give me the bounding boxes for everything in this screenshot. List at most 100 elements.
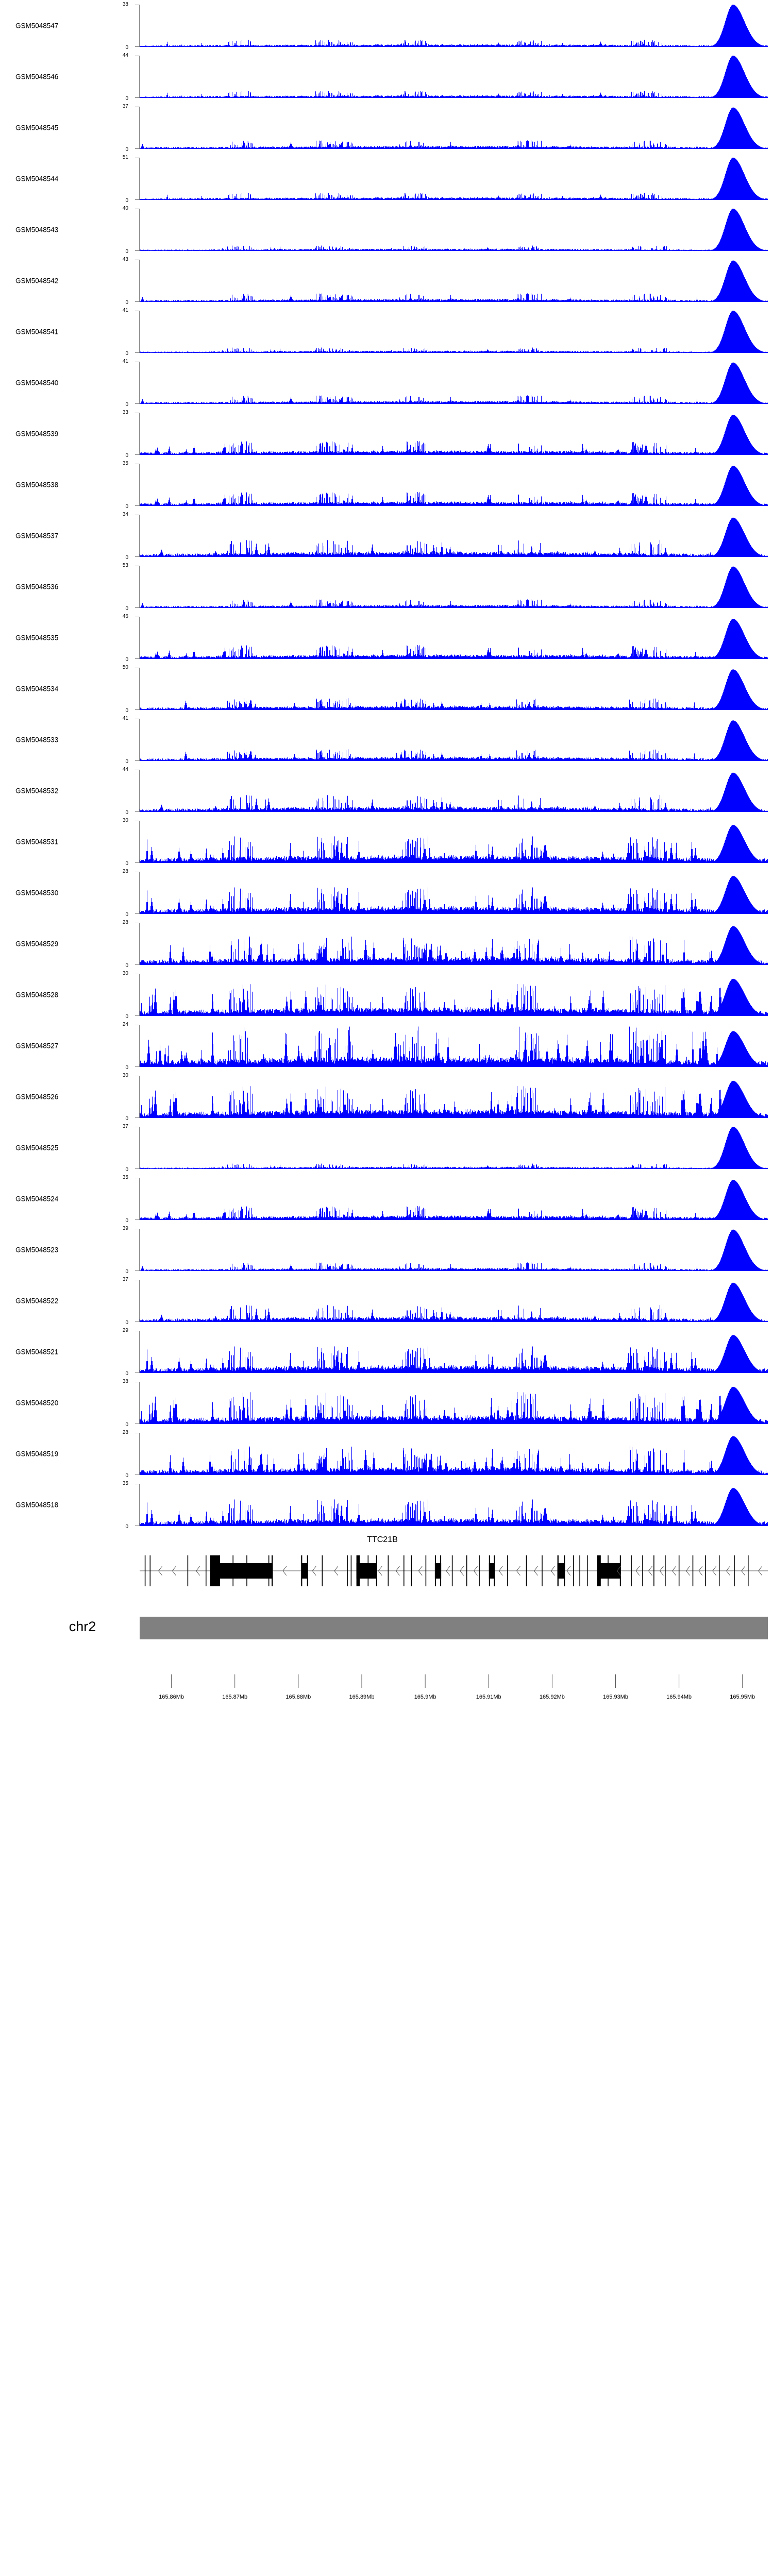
strand-arrow-icon	[460, 1566, 464, 1576]
signal-area	[140, 1335, 768, 1373]
track-plot-area[interactable]	[140, 974, 768, 1016]
track-y-axis: 28 0	[123, 869, 140, 918]
track-y-axis: 41 0	[123, 359, 140, 408]
axis-tick-zero	[135, 811, 139, 812]
signal-track[interactable]: GSM5048530 28 0	[0, 867, 773, 918]
signal-track[interactable]: GSM5048529 28 0	[0, 918, 773, 969]
signal-area	[140, 311, 768, 353]
signal-track[interactable]: GSM5048546 44 0	[0, 51, 773, 102]
track-plot-area[interactable]	[140, 1127, 768, 1169]
axis-zero-label: 0	[125, 45, 128, 50]
ruler-tick-label: 165.86Mb	[159, 1694, 184, 1700]
signal-track[interactable]: GSM5048532 44 0	[0, 765, 773, 816]
signal-track[interactable]: GSM5048538 35 0	[0, 459, 773, 510]
signal-track[interactable]: GSM5048534 50 0	[0, 663, 773, 714]
signal-track[interactable]: GSM5048545 37 0	[0, 102, 773, 153]
signal-track[interactable]: GSM5048542 43 0	[0, 255, 773, 306]
signal-track[interactable]: GSM5048527 24 0	[0, 1020, 773, 1071]
signal-track[interactable]: GSM5048526 30 0	[0, 1071, 773, 1122]
track-label: GSM5048531	[15, 838, 59, 845]
signal-track[interactable]: GSM5048525 37 0	[0, 1122, 773, 1173]
track-plot-area[interactable]	[140, 668, 768, 710]
axis-zero-label: 0	[125, 606, 128, 612]
track-plot-area[interactable]	[140, 413, 768, 455]
track-plot-area[interactable]	[140, 1484, 768, 1526]
axis-tick-zero	[135, 658, 139, 659]
signal-track[interactable]: GSM5048523 39 0	[0, 1224, 773, 1275]
gene-model-svg[interactable]	[140, 1548, 768, 1594]
track-plot-area[interactable]	[140, 5, 768, 47]
signal-track[interactable]: GSM5048544 51 0	[0, 153, 773, 204]
axis-zero-label: 0	[125, 1014, 128, 1020]
signal-track[interactable]: GSM5048531 30 0	[0, 816, 773, 867]
track-plot-area[interactable]	[140, 872, 768, 914]
signal-track[interactable]: GSM5048518 35 0	[0, 1479, 773, 1530]
gene-exon	[367, 1555, 369, 1586]
gene-exon	[734, 1555, 735, 1586]
track-y-axis: 34 0	[123, 512, 140, 561]
axis-tick-zero	[135, 1321, 139, 1322]
track-plot-area[interactable]	[140, 1076, 768, 1118]
track-plot-area[interactable]	[140, 1382, 768, 1424]
track-label: GSM5048534	[15, 685, 59, 692]
axis-zero-label: 0	[125, 861, 128, 867]
signal-track[interactable]: GSM5048520 38 0	[0, 1377, 773, 1428]
track-plot-area[interactable]	[140, 1229, 768, 1271]
track-plot-area[interactable]	[140, 923, 768, 965]
axis-tick-zero	[135, 964, 139, 965]
track-plot-area[interactable]	[140, 719, 768, 761]
strand-arrow-icon	[726, 1566, 730, 1576]
signal-track[interactable]: GSM5048543 40 0	[0, 204, 773, 255]
track-plot-area[interactable]	[140, 1433, 768, 1475]
track-plot-area[interactable]	[140, 56, 768, 98]
track-plot-area[interactable]	[140, 158, 768, 200]
track-plot-area[interactable]	[140, 362, 768, 404]
axis-tick-zero	[135, 1423, 139, 1424]
gene-exon	[718, 1555, 720, 1586]
track-plot-area[interactable]	[140, 1178, 768, 1220]
track-plot-area[interactable]	[140, 566, 768, 608]
axis-tick-zero	[135, 352, 139, 353]
axis-tick-zero	[135, 1117, 139, 1118]
track-plot-area[interactable]	[140, 260, 768, 302]
track-plot-area[interactable]	[140, 770, 768, 812]
signal-track[interactable]: GSM5048540 41 0	[0, 357, 773, 408]
axis-zero-label: 0	[125, 504, 128, 510]
signal-track[interactable]: GSM5048533 41 0	[0, 714, 773, 765]
axis-line	[139, 770, 140, 812]
axis-zero-label: 0	[125, 402, 128, 408]
axis-zero-label: 0	[125, 708, 128, 714]
signal-track[interactable]: GSM5048541 41 0	[0, 306, 773, 357]
track-plot-area[interactable]	[140, 617, 768, 659]
signal-track[interactable]: GSM5048536 53 0	[0, 561, 773, 612]
track-plot-area[interactable]	[140, 209, 768, 251]
signal-track[interactable]: GSM5048547 38 0	[0, 0, 773, 51]
axis-zero-label: 0	[125, 759, 128, 765]
track-plot-area[interactable]	[140, 1331, 768, 1373]
gene-exon	[356, 1563, 377, 1579]
signal-track[interactable]: GSM5048521 29 0	[0, 1326, 773, 1377]
track-plot-area[interactable]	[140, 464, 768, 506]
track-plot-area[interactable]	[140, 107, 768, 149]
track-plot-area[interactable]	[140, 515, 768, 557]
track-plot-area[interactable]	[140, 311, 768, 353]
axis-tick-zero	[135, 862, 139, 863]
track-plot-area[interactable]	[140, 821, 768, 863]
axis-tick-zero	[135, 1372, 139, 1373]
signal-track[interactable]: GSM5048519 28 0	[0, 1428, 773, 1479]
axis-max-label: 44	[122, 767, 128, 772]
track-plot-area[interactable]	[140, 1025, 768, 1067]
signal-track[interactable]: GSM5048537 34 0	[0, 510, 773, 561]
signal-track[interactable]: GSM5048524 35 0	[0, 1173, 773, 1224]
signal-track[interactable]: GSM5048528 30 0	[0, 969, 773, 1020]
axis-line	[139, 1076, 140, 1118]
signal-track[interactable]: GSM5048539 33 0	[0, 408, 773, 459]
signal-track[interactable]: GSM5048535 46 0	[0, 612, 773, 663]
axis-max-label: 37	[122, 1277, 128, 1282]
axis-line	[139, 1484, 140, 1526]
axis-tick-zero	[135, 250, 139, 251]
track-label: GSM5048519	[15, 1450, 59, 1458]
signal-track[interactable]: GSM5048522 37 0	[0, 1275, 773, 1326]
track-plot-area[interactable]	[140, 1280, 768, 1322]
ideogram-bar[interactable]	[140, 1617, 768, 1639]
